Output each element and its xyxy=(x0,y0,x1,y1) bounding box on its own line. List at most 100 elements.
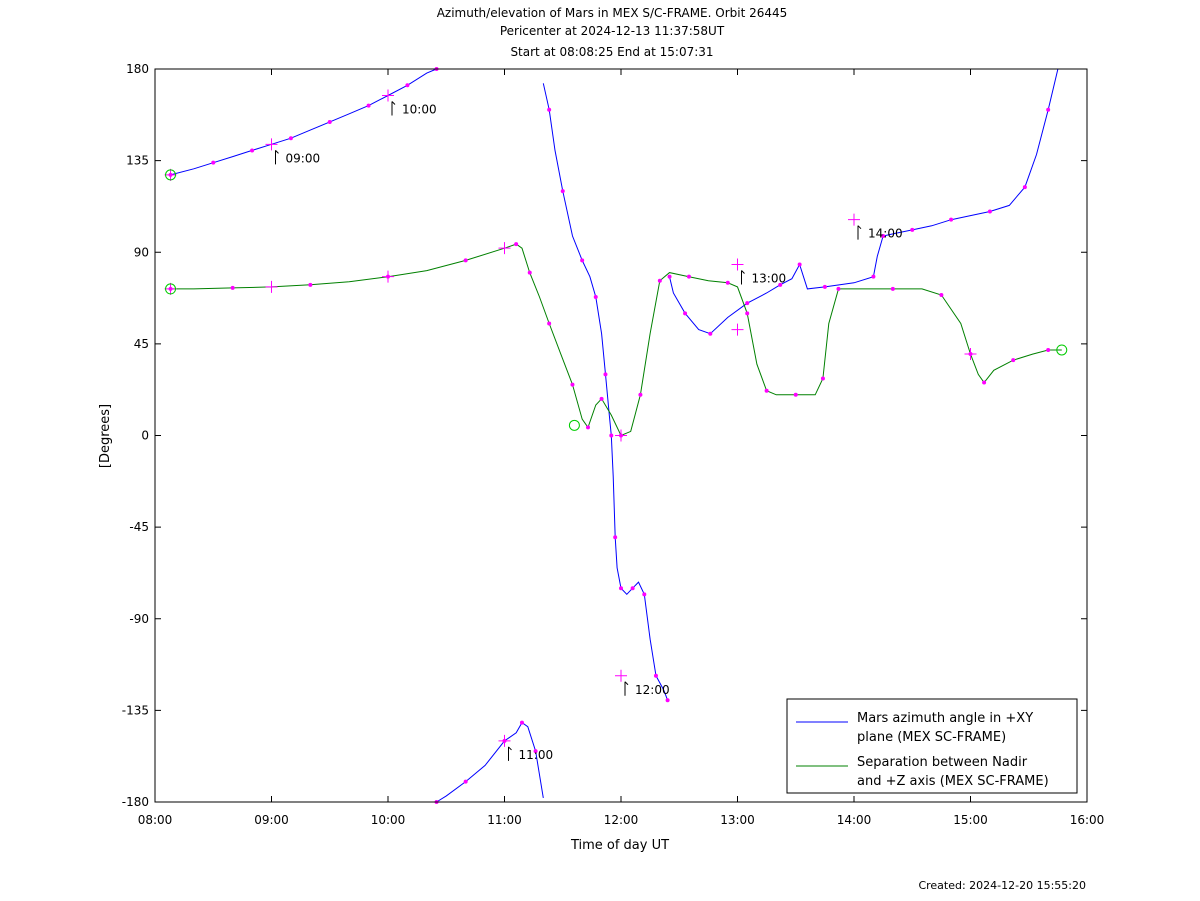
data-point xyxy=(288,136,293,141)
pericenter-marker xyxy=(568,419,580,431)
created-timestamp: Created: 2024-12-20 15:55:20 xyxy=(918,879,1086,892)
hour-annotation-label: 10:00 xyxy=(402,102,437,116)
end-marker xyxy=(1056,344,1068,356)
data-point xyxy=(1046,347,1051,352)
data-point xyxy=(547,321,552,326)
y-tick-label: -90 xyxy=(129,612,149,626)
data-point xyxy=(533,749,538,754)
data-point xyxy=(580,258,585,263)
x-tick-label: 12:00 xyxy=(604,813,639,827)
data-point xyxy=(657,278,662,283)
data-point xyxy=(820,376,825,381)
x-tick-label: 15:00 xyxy=(953,813,988,827)
plus-marker xyxy=(164,282,177,295)
x-axis: 08:00 09:00 10:00 11:00 12:00 13:00 14:00 15:00… xyxy=(138,69,1105,827)
marker-layer xyxy=(164,67,1068,804)
data-point xyxy=(890,286,895,291)
data-point xyxy=(683,311,688,316)
data-point xyxy=(463,258,468,263)
legend-label-azimuth-line2: plane (MEX SC-FRAME) xyxy=(857,730,1006,745)
data-point xyxy=(366,103,371,108)
data-point xyxy=(725,280,730,285)
y-tick-label: -135 xyxy=(122,703,149,717)
annotation-layer: 09:00 10:00 11:00 12:00 13:00 14:00 xyxy=(275,101,903,762)
data-point xyxy=(822,284,827,289)
plus-marker xyxy=(731,323,744,336)
data-point xyxy=(708,331,713,336)
data-point xyxy=(797,262,802,267)
data-point xyxy=(642,592,647,597)
legend-label-separation-line2: and +Z axis (MEX SC-FRAME) xyxy=(857,774,1049,789)
data-point xyxy=(619,586,623,591)
plus-marker xyxy=(498,734,511,747)
plus-marker xyxy=(265,280,278,293)
start-marker xyxy=(165,283,177,295)
hour-annotation-hook xyxy=(624,681,629,686)
data-point xyxy=(547,107,552,112)
y-tick-label: 45 xyxy=(134,337,149,351)
series-layer xyxy=(170,68,1063,803)
data-point xyxy=(1011,358,1016,363)
data-point xyxy=(793,392,798,397)
y-tick-label: -180 xyxy=(122,795,149,809)
data-point xyxy=(910,227,915,232)
data-point xyxy=(686,274,691,279)
x-tick-label: 09:00 xyxy=(254,813,289,827)
hour-annotation-hook xyxy=(275,149,279,154)
series-line-0 xyxy=(170,68,1063,803)
plus-marker xyxy=(964,348,977,361)
legend-label-separation-line1: Separation between Nadir xyxy=(857,755,1028,770)
data-point xyxy=(585,425,590,430)
data-point xyxy=(881,233,886,238)
plus-marker xyxy=(615,429,627,442)
hour-annotation-label: 11:00 xyxy=(519,748,554,762)
data-point xyxy=(250,148,255,153)
data-point xyxy=(230,285,235,290)
y-axis: 180 135 90 45 0 -45 -90 -135 -180 xyxy=(122,62,1087,809)
plus-marker xyxy=(615,669,627,682)
y-tick-label: 0 xyxy=(141,429,149,443)
legend-box xyxy=(786,698,1078,794)
data-point xyxy=(764,388,769,393)
data-point xyxy=(836,286,841,291)
data-point xyxy=(665,698,670,703)
data-point xyxy=(745,311,750,316)
hour-annotation-label: 12:00 xyxy=(635,683,670,697)
data-point xyxy=(519,720,524,725)
data-point xyxy=(570,382,575,387)
data-point xyxy=(638,392,643,397)
y-axis-label: [Degrees] xyxy=(98,404,113,468)
plus-marker xyxy=(265,138,278,151)
data-point xyxy=(327,119,332,124)
data-point xyxy=(308,282,313,287)
data-point xyxy=(599,396,604,401)
hour-annotation-hook xyxy=(508,746,512,751)
x-tick-label: 16:00 xyxy=(1070,813,1105,827)
hour-annotation-label: 09:00 xyxy=(286,151,321,165)
data-point xyxy=(778,282,783,287)
chart-subtitle-start-end: Start at 08:08:25 End at 15:07:31 xyxy=(510,45,713,59)
data-point xyxy=(603,372,608,377)
hour-annotation-label: 14:00 xyxy=(868,227,903,241)
x-tick-label: 10:00 xyxy=(371,813,406,827)
data-point xyxy=(463,779,468,784)
data-point xyxy=(514,242,519,247)
data-point xyxy=(613,535,618,540)
plus-marker xyxy=(164,168,177,181)
plus-marker xyxy=(848,213,860,226)
x-tick-label: 14:00 xyxy=(837,813,872,827)
data-point xyxy=(560,189,565,194)
x-tick-label: 11:00 xyxy=(487,813,522,827)
data-point xyxy=(653,673,658,678)
data-point xyxy=(745,301,750,306)
hour-annotation-label: 13:00 xyxy=(752,271,787,285)
data-point xyxy=(405,83,410,88)
data-point xyxy=(609,433,614,438)
data-point xyxy=(987,209,992,214)
series-line-1 xyxy=(170,243,1062,437)
data-point xyxy=(527,270,532,275)
data-point xyxy=(211,160,216,165)
data-point xyxy=(630,586,635,591)
plus-marker xyxy=(731,258,744,271)
